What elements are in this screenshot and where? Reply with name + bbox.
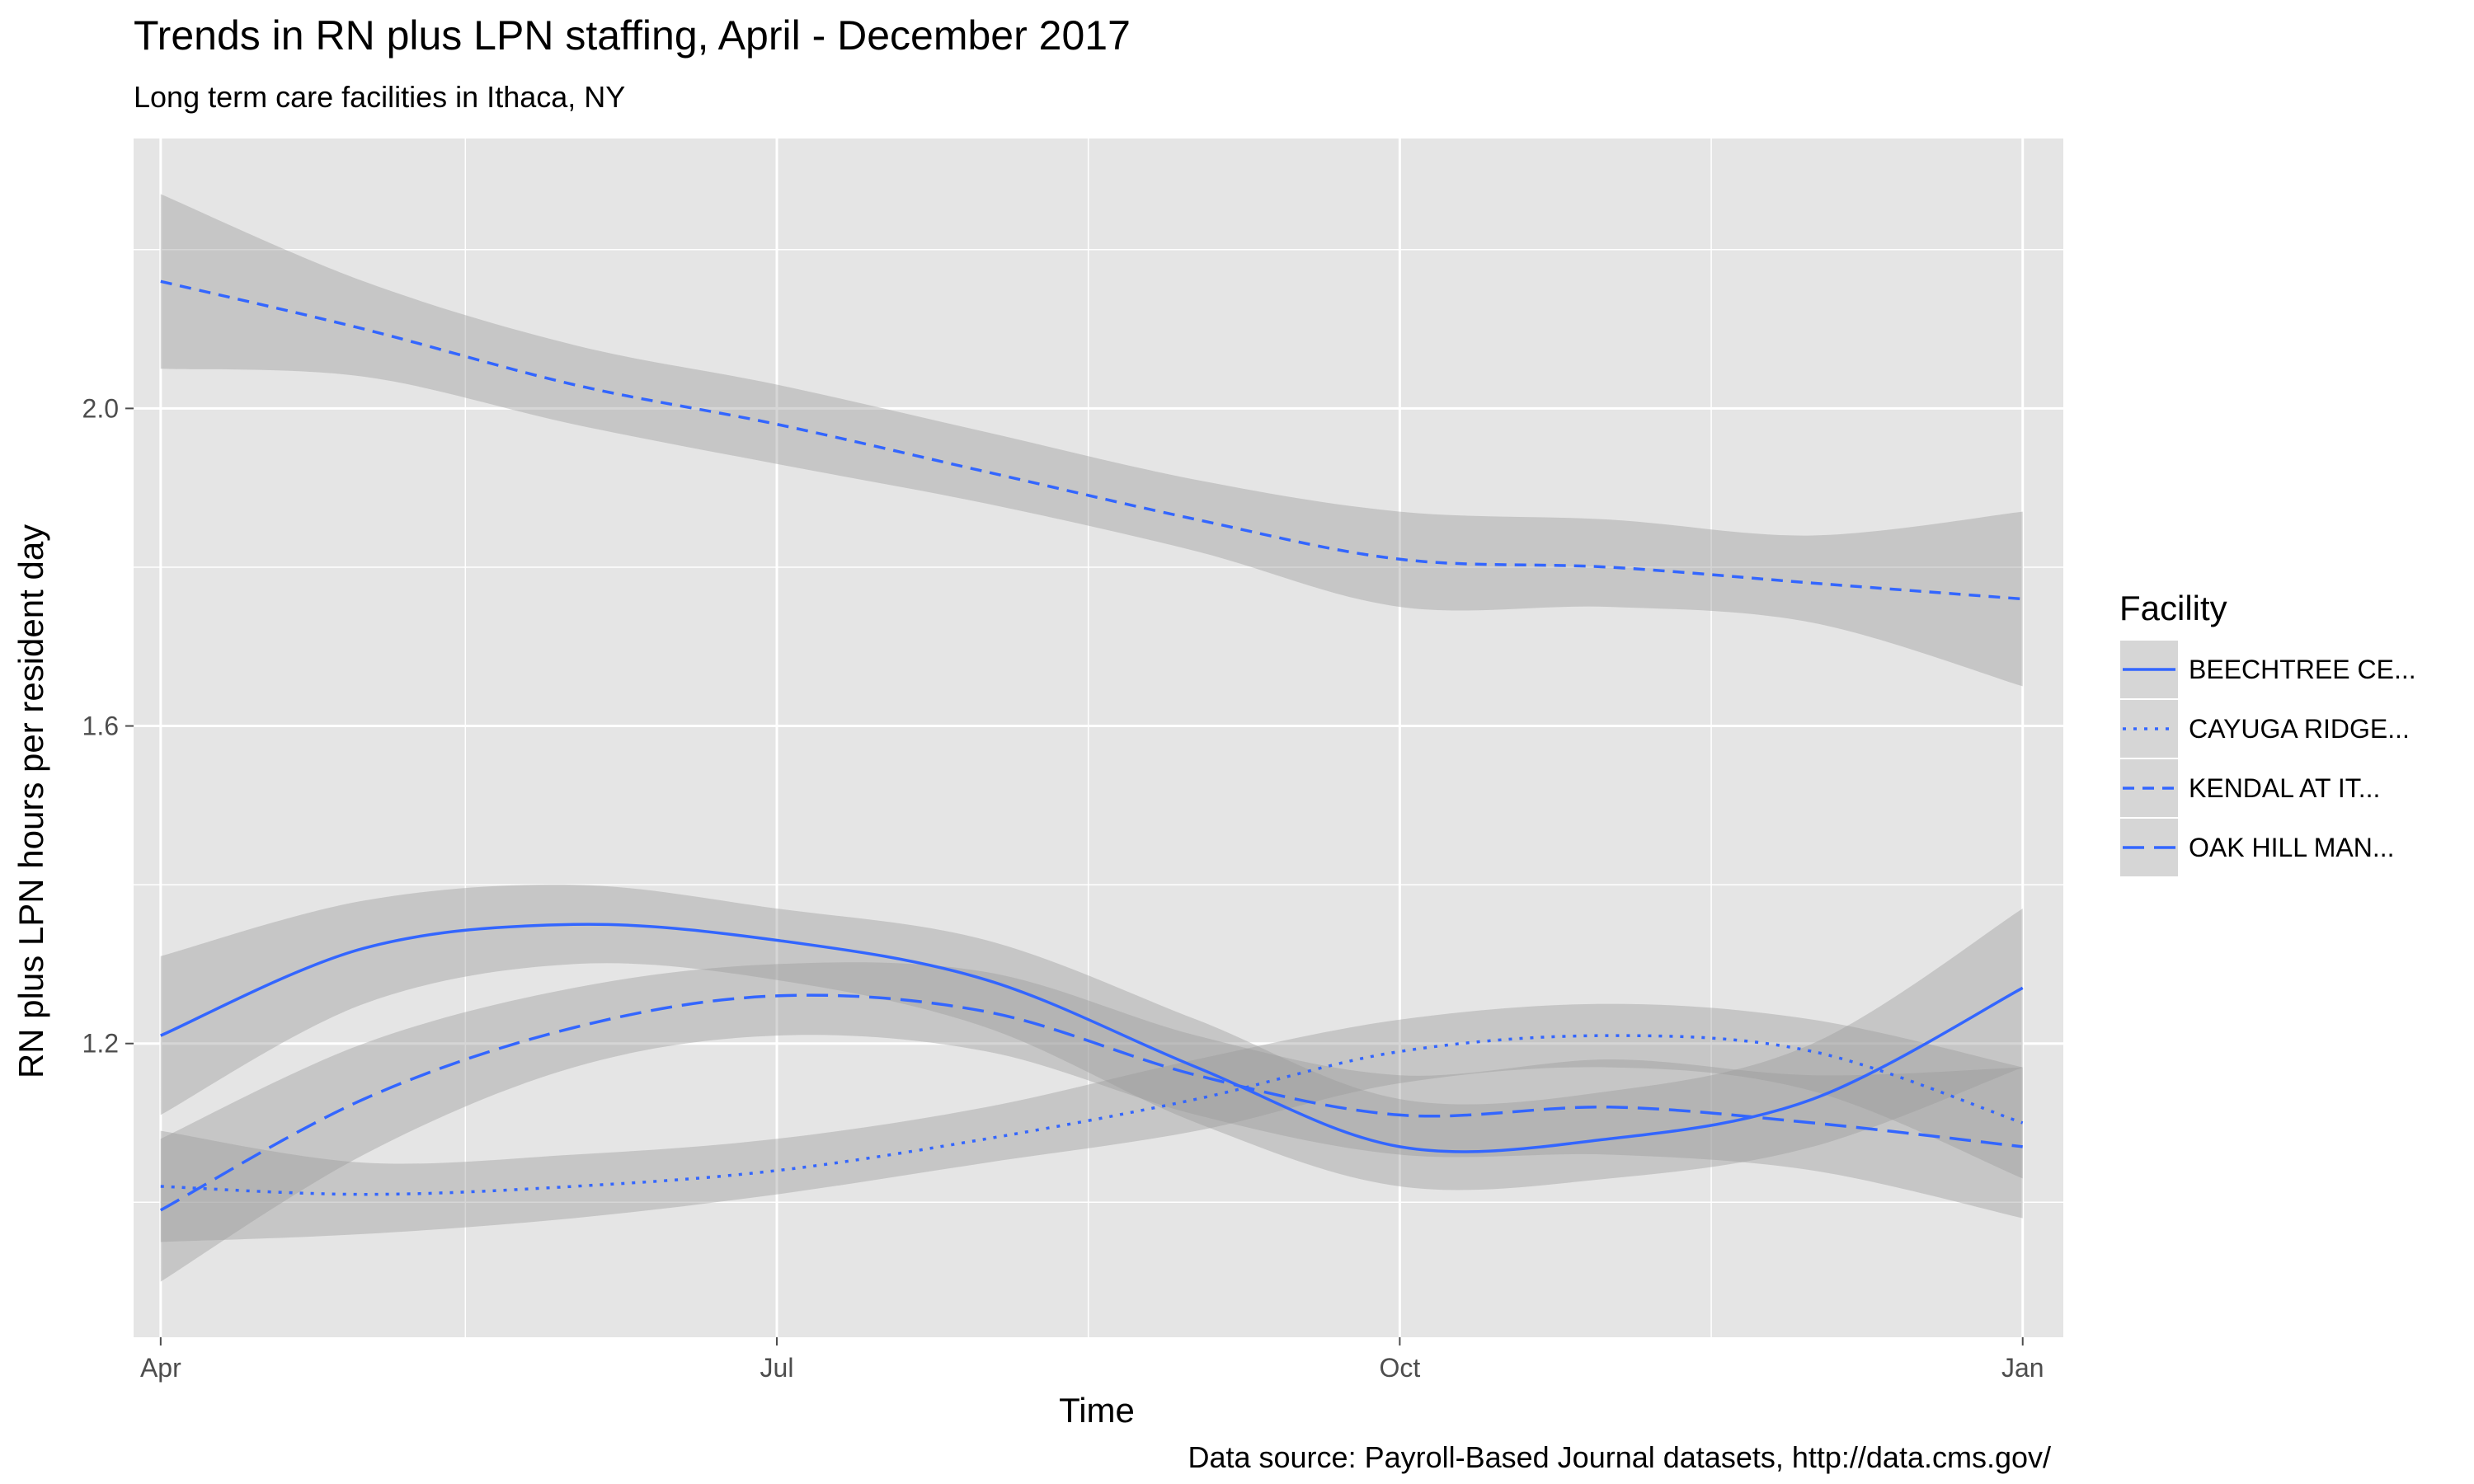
legend-label: OAK HILL MAN... — [2189, 833, 2395, 862]
y-axis-label: RN plus LPN hours per resident day — [12, 524, 50, 1078]
series-line-solid — [160, 923, 2024, 1153]
y-axis: 1.2 1.6 2.0 — [82, 393, 134, 1059]
legend-label: BEECHTREE CE... — [2189, 655, 2416, 684]
x-tick-label: Apr — [140, 1353, 181, 1383]
y-tick-label: 2.0 — [82, 393, 119, 423]
x-tick-label: Jan — [2001, 1353, 2044, 1383]
x-axis-label: Time — [1059, 1391, 1135, 1430]
legend-label: KENDAL AT IT... — [2189, 773, 2380, 803]
legend: Facility BEECHTREE CE... CAYUGA RIDGE... K… — [2119, 589, 2416, 878]
legend-label: CAYUGA RIDGE... — [2189, 714, 2410, 744]
panel-background — [134, 139, 2063, 1337]
x-tick-label: Oct — [1379, 1353, 1420, 1383]
ribbon-dashed — [160, 194, 2023, 687]
legend-key — [2119, 698, 2180, 759]
series-line-longdash — [159, 993, 2023, 1212]
caption: Data source: Payroll-Based Journal datas… — [1188, 1440, 2051, 1474]
plot-panel — [134, 139, 2063, 1337]
x-axis: Apr Jul Oct Jan — [140, 1337, 2044, 1383]
ribbon-longdash — [160, 962, 2023, 1282]
chart-title: Trends in RN plus LPN staffing, April - … — [134, 12, 1131, 59]
y-tick-label: 1.2 — [82, 1029, 119, 1059]
ribbon-dotted — [160, 1003, 2023, 1242]
x-tick-label: Jul — [760, 1353, 794, 1383]
y-tick-label: 1.6 — [82, 711, 119, 741]
legend-title: Facility — [2119, 589, 2227, 627]
series-line-dashed — [160, 279, 2023, 601]
chart-subtitle: Long term care facilities in Ithaca, NY — [134, 80, 625, 114]
ribbon-solid — [160, 884, 2023, 1190]
